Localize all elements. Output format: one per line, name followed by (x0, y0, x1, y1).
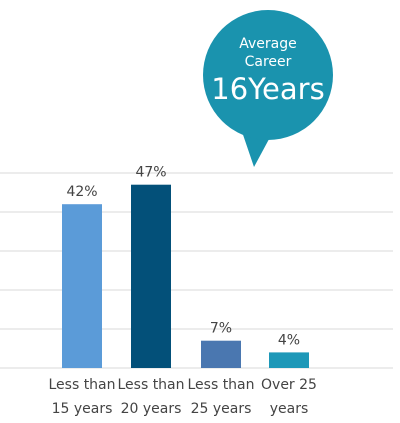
x-tick-label: Less than 20 years (117, 377, 185, 417)
callout-value: 16Years (211, 72, 325, 106)
x-tick-label: Less than 25 years (187, 377, 255, 417)
value-label: 47% (135, 165, 166, 181)
bar (269, 352, 309, 368)
bar (131, 184, 171, 368)
bar (62, 204, 102, 368)
callout-caption: Average Career (239, 36, 297, 70)
value-label: 42% (66, 184, 97, 200)
bar (201, 340, 241, 368)
value-label: 7% (210, 321, 232, 337)
value-label: 4% (278, 332, 300, 348)
x-tick-label: Over 25 years (261, 377, 317, 417)
x-tick-label: Less than 15 years (48, 377, 116, 417)
callout-bubble (203, 10, 333, 140)
